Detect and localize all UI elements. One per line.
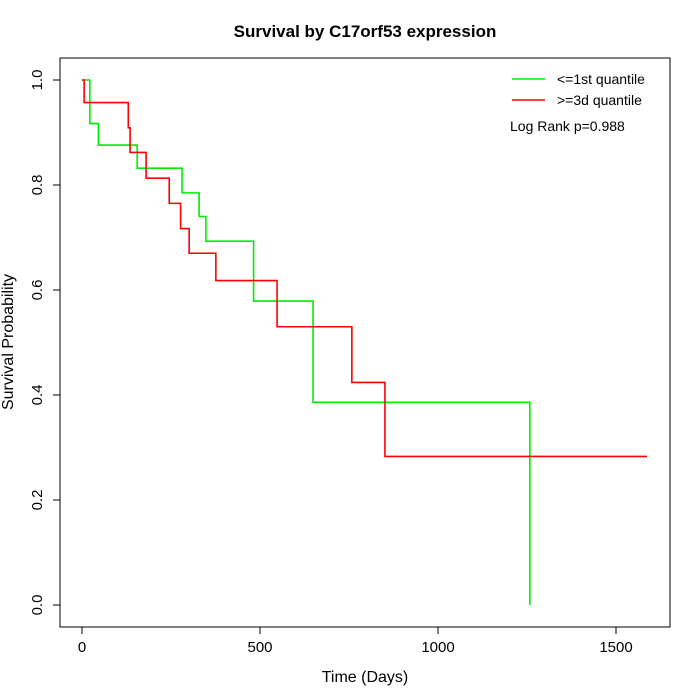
x-axis-label: Time (Days) bbox=[322, 669, 409, 686]
x-tick-label: 1500 bbox=[599, 639, 632, 656]
x-tick-label: 1000 bbox=[421, 639, 454, 656]
y-tick-label: 0.2 bbox=[29, 490, 46, 511]
chart-title: Survival by C17orf53 expression bbox=[234, 22, 497, 41]
x-tick-label: 500 bbox=[247, 639, 272, 656]
legend-label-low: <=1st quantile bbox=[557, 71, 645, 87]
legend: <=1st quantile >=3d quantile bbox=[512, 71, 645, 108]
legend-label-high: >=3d quantile bbox=[557, 92, 642, 108]
y-tick-label: 0.0 bbox=[29, 595, 46, 616]
x-tick-label: 0 bbox=[78, 639, 86, 656]
y-tick-label: 0.4 bbox=[29, 385, 46, 406]
y-axis-label: Survival Probability bbox=[0, 274, 17, 410]
series-group bbox=[82, 79, 647, 605]
y-tick-label: 0.8 bbox=[29, 175, 46, 196]
log-rank-annotation: Log Rank p=0.988 bbox=[510, 118, 625, 134]
x-axis: 0 500 1000 1500 bbox=[78, 626, 633, 656]
y-axis: 0.0 0.2 0.4 0.6 0.8 1.0 bbox=[29, 70, 61, 616]
plot-area-border bbox=[59, 57, 671, 628]
y-tick-label: 0.6 bbox=[29, 280, 46, 301]
survival-curve-low bbox=[82, 79, 531, 605]
survival-curve-high bbox=[82, 79, 647, 458]
y-tick-label: 1.0 bbox=[29, 70, 46, 91]
